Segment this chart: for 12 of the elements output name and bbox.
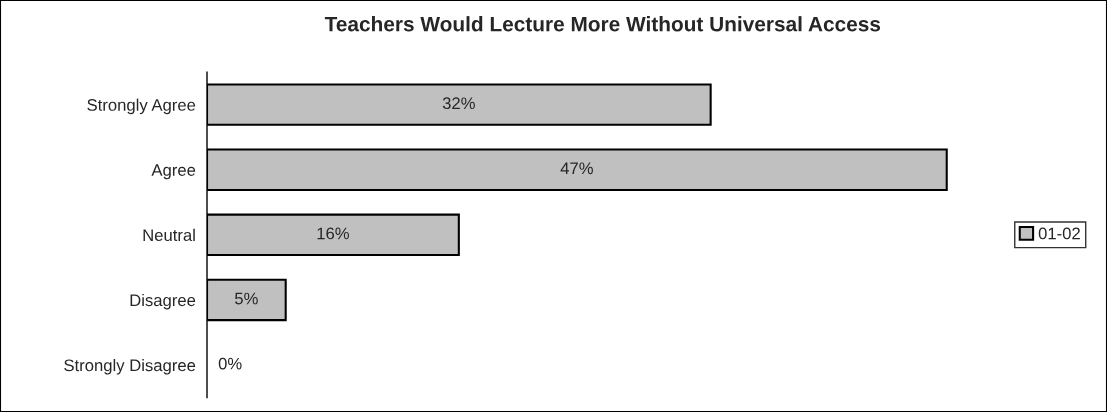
y-tick-label: Neutral <box>143 228 195 242</box>
legend-label: 01-02 <box>1038 227 1080 240</box>
chart-title: Teachers Would Lecture More Without Universal Access <box>324 16 881 32</box>
y-tick-label: Agree <box>151 164 196 180</box>
y-tick-label: Disagree <box>130 293 196 310</box>
data-label: 0% <box>218 357 242 370</box>
y-tick-label: Strongly Disagree <box>64 358 196 375</box>
data-label: 16% <box>317 227 350 240</box>
y-tick-label: Strongly Agree <box>87 98 196 115</box>
data-label: 32% <box>442 97 475 110</box>
data-label: 5% <box>234 292 258 305</box>
data-label: 47% <box>560 162 593 175</box>
